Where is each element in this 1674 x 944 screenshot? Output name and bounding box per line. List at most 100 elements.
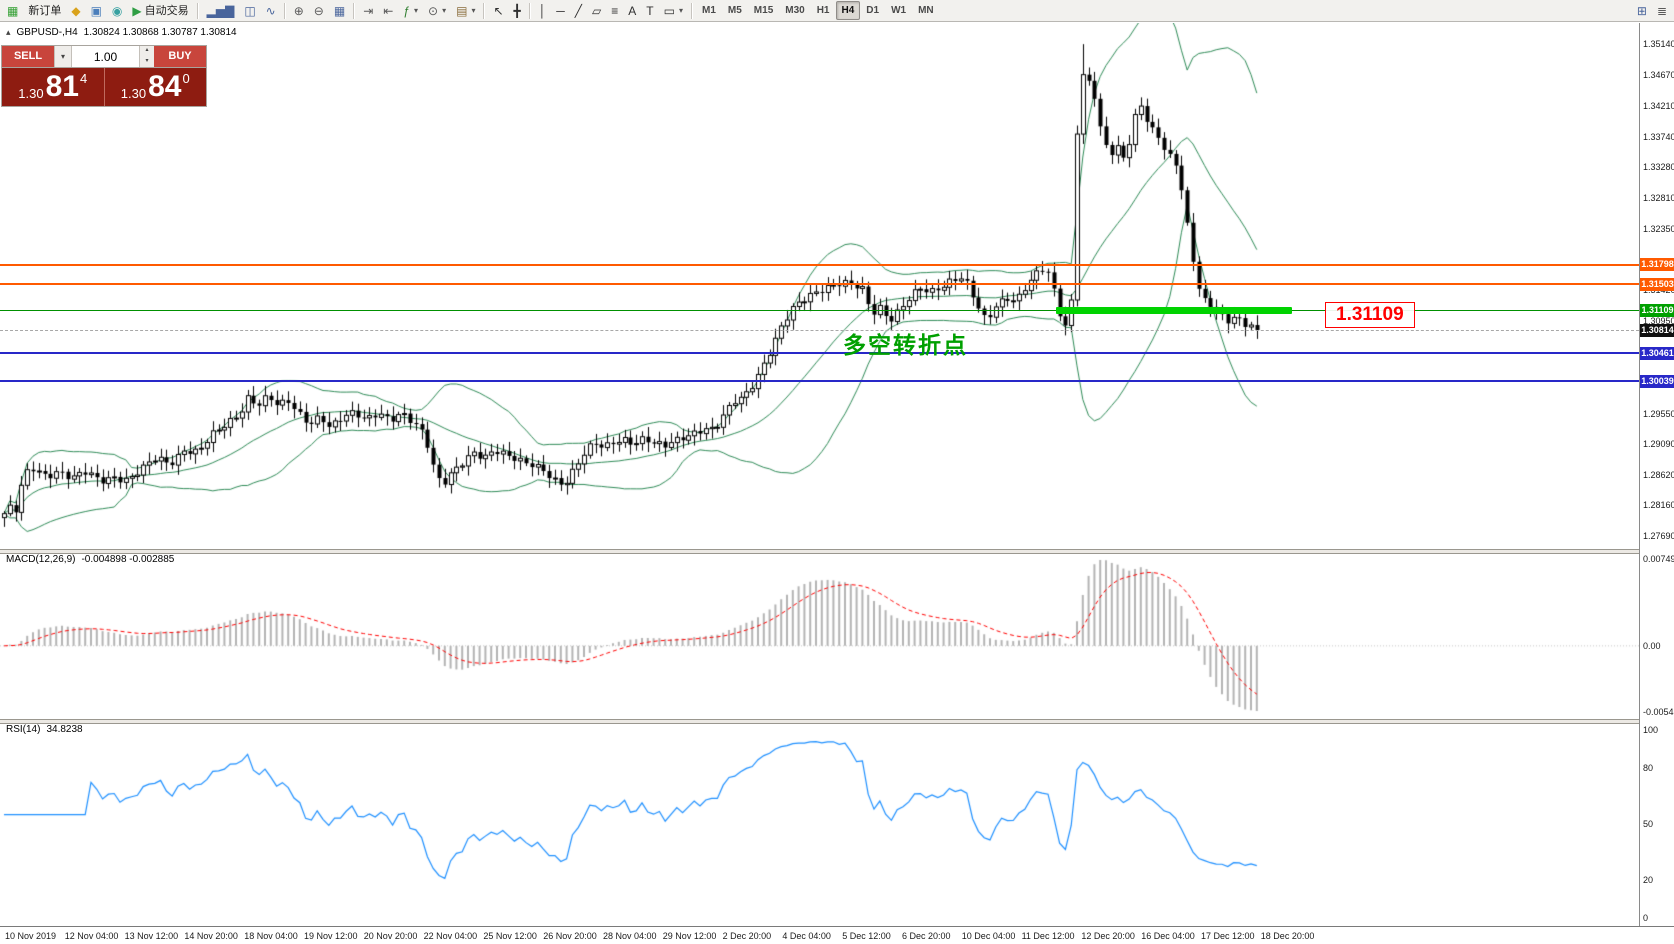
candlestick-chart-icon[interactable]: ◫ — [239, 1, 260, 21]
buy-price-sup: 0 — [182, 71, 190, 86]
indicators-icon[interactable]: ƒ ▾ — [398, 1, 423, 21]
zoom-in-icon-glyph: ⊕ — [293, 3, 304, 18]
chart-symbol-period: GBPUSD-,H4 — [16, 27, 78, 38]
main-toolbar: ▦ 新订单 ◆ ▣ ◉ ▶ 自动交易 ▂▅▇ ◫ ∿ ⊕ ⊖ ▦ ⇥ ⇤ ƒ ▾ ⊙ ▾ ▤ ▾ ↖ ╋ │ ─ ╱ ▱ ≡ A T ▭ ▾ M… — [0, 0, 1674, 22]
templates-icon[interactable]: ▤ ▾ — [451, 1, 480, 21]
timeframe-d1[interactable]: D1 — [866, 5, 880, 16]
crosshair-icon[interactable]: ╋ — [509, 1, 526, 21]
periods-icon-dropdown[interactable]: ▾ — [442, 6, 447, 15]
bid-price-line — [0, 330, 1639, 331]
timeframe-w1[interactable]: W1 — [891, 5, 907, 16]
new-order-button[interactable]: 新订单 — [23, 1, 66, 21]
fibonacci-icon[interactable]: ≡ — [606, 1, 623, 21]
timeframe-m30[interactable]: M30 — [785, 5, 805, 16]
chart-window: ▴ GBPUSD-,H4 1.30824 1.30868 1.30787 1.3… — [0, 23, 1674, 944]
buy-price-button[interactable]: 1.30 84 0 — [105, 68, 207, 106]
oneclick-collapse-icon[interactable]: ▴ — [6, 27, 11, 37]
oneclick-trading-panel: SELL ▾ ▴ ▾ BUY 1.30 81 4 1.3 — [1, 45, 207, 107]
sell-button[interactable]: SELL — [2, 46, 54, 67]
periods-icon-glyph: ⊙ — [428, 3, 439, 18]
time-label: 29 Nov 12:00 — [662, 931, 717, 941]
buy-button[interactable]: BUY — [154, 46, 206, 67]
time-label: 4 Dec 04:00 — [782, 931, 831, 941]
panel-divider-rsi[interactable] — [0, 719, 1674, 724]
app-icon[interactable]: ▦ — [2, 1, 23, 21]
price-badge-1.31109: 1.31109 — [1640, 304, 1674, 318]
volume-spinner[interactable]: ▴ ▾ — [139, 46, 154, 67]
volume-dropdown-button[interactable]: ▾ — [54, 46, 72, 67]
price-badge-1.31798: 1.31798 — [1640, 258, 1674, 272]
timeframe-h1[interactable]: H1 — [816, 5, 830, 16]
window-list-icon[interactable]: ≣ — [1652, 1, 1672, 21]
horizontal-line-1.30461[interactable] — [0, 352, 1639, 355]
price-tick: 1.32810 — [1643, 193, 1674, 204]
price-scale[interactable]: 1.35140 1.34670 1.34210 1.33740 1.33280 1.328… — [1639, 23, 1674, 926]
panel-divider-macd[interactable] — [0, 549, 1674, 554]
timeframe-m15[interactable]: M15 — [753, 5, 774, 16]
timeframe-m5[interactable]: M5 — [727, 5, 742, 16]
vertical-line-icon[interactable]: │ — [534, 1, 552, 21]
time-label: 18 Dec 20:00 — [1260, 931, 1315, 941]
data-window-icon[interactable]: ▣ — [86, 1, 107, 21]
macd-indicator-canvas[interactable] — [0, 552, 1639, 719]
support-highlight-bar[interactable] — [1056, 307, 1292, 315]
horizontal-line-1.31798[interactable] — [0, 263, 1639, 266]
toolbar-separator — [528, 2, 531, 19]
auto-scroll-icon[interactable]: ⇥ — [358, 1, 378, 21]
text-tool-icon[interactable]: A — [623, 1, 641, 21]
market-watch-icon-glyph: ◆ — [71, 3, 81, 18]
label-tool-icon[interactable]: T — [641, 1, 658, 21]
cursor-icon[interactable]: ↖ — [488, 1, 508, 21]
zoom-out-icon-glyph: ⊖ — [313, 3, 324, 18]
horizontal-line-icon[interactable]: ─ — [551, 1, 570, 21]
price-badge-1.30814: 1.30814 — [1640, 323, 1674, 337]
time-axis[interactable]: 10 Nov 2019 12 Nov 04:00 13 Nov 12:00 14 No… — [0, 926, 1674, 944]
line-chart-icon[interactable]: ∿ — [261, 1, 281, 21]
price-tick: 1.29090 — [1643, 438, 1674, 449]
equidistant-channel-icon[interactable]: ▱ — [587, 1, 606, 21]
shapes-icon[interactable]: ▭ ▾ — [659, 1, 688, 21]
price-tick: 1.33740 — [1643, 131, 1674, 142]
market-watch-icon[interactable]: ◆ — [66, 1, 85, 21]
price-chart-canvas[interactable] — [0, 23, 1639, 549]
rsi-scale-tick: 80 — [1643, 762, 1654, 773]
autotrading-button[interactable]: ▶ 自动交易 — [127, 1, 193, 21]
volume-input[interactable] — [72, 46, 139, 67]
zoom-out-icon[interactable]: ⊖ — [309, 1, 329, 21]
rsi-scale-tick: 100 — [1643, 725, 1659, 735]
price-tick: 1.32350 — [1643, 223, 1674, 234]
rsi-label: RSI(14) — [6, 724, 41, 735]
turning-point-annotation[interactable]: 多空转折点 — [843, 332, 968, 358]
volume-spin-down-icon[interactable]: ▾ — [140, 56, 154, 67]
chart-shift-icon[interactable]: ⇤ — [378, 1, 398, 21]
new-chart-icon[interactable]: ⊞ — [1632, 1, 1652, 21]
sell-price-sup: 4 — [79, 71, 88, 86]
sell-price-button[interactable]: 1.30 81 4 — [2, 68, 105, 106]
tile-windows-icon[interactable]: ▦ — [329, 1, 350, 21]
zoom-in-icon[interactable]: ⊕ — [289, 1, 309, 21]
volume-spin-up-icon[interactable]: ▴ — [140, 46, 154, 57]
time-label: 12 Dec 20:00 — [1081, 931, 1135, 941]
rsi-indicator-canvas[interactable] — [0, 722, 1639, 926]
indicators-icon-dropdown[interactable]: ▾ — [414, 6, 419, 15]
horizontal-line-1.30039[interactable] — [0, 380, 1639, 383]
crosshair-icon-glyph: ╋ — [513, 3, 521, 18]
data-window-icon-glyph: ▣ — [90, 3, 102, 18]
templates-icon-dropdown[interactable]: ▾ — [471, 6, 476, 15]
horizontal-line-1.31503[interactable] — [0, 283, 1639, 286]
macd-scale-tick: -0.005488 — [1643, 707, 1674, 717]
fibonacci-icon-glyph: ≡ — [611, 3, 619, 18]
toolbar-separator — [283, 2, 286, 19]
bar-chart-icon[interactable]: ▂▅▇ — [202, 1, 240, 21]
navigator-icon[interactable]: ◉ — [107, 1, 127, 21]
periods-icon[interactable]: ⊙ ▾ — [423, 1, 451, 21]
text-tool-icon-glyph: A — [628, 3, 637, 18]
horizontal-line-1.31109[interactable] — [0, 310, 1639, 312]
timeframe-h4[interactable]: H4 — [835, 1, 861, 20]
shapes-icon-dropdown[interactable]: ▾ — [678, 6, 683, 15]
support-price-label[interactable]: 1.31109 — [1325, 302, 1415, 328]
trendline-icon[interactable]: ╱ — [570, 1, 587, 21]
timeframe-mn[interactable]: MN — [918, 5, 934, 16]
timeframe-m1[interactable]: M1 — [701, 5, 716, 16]
